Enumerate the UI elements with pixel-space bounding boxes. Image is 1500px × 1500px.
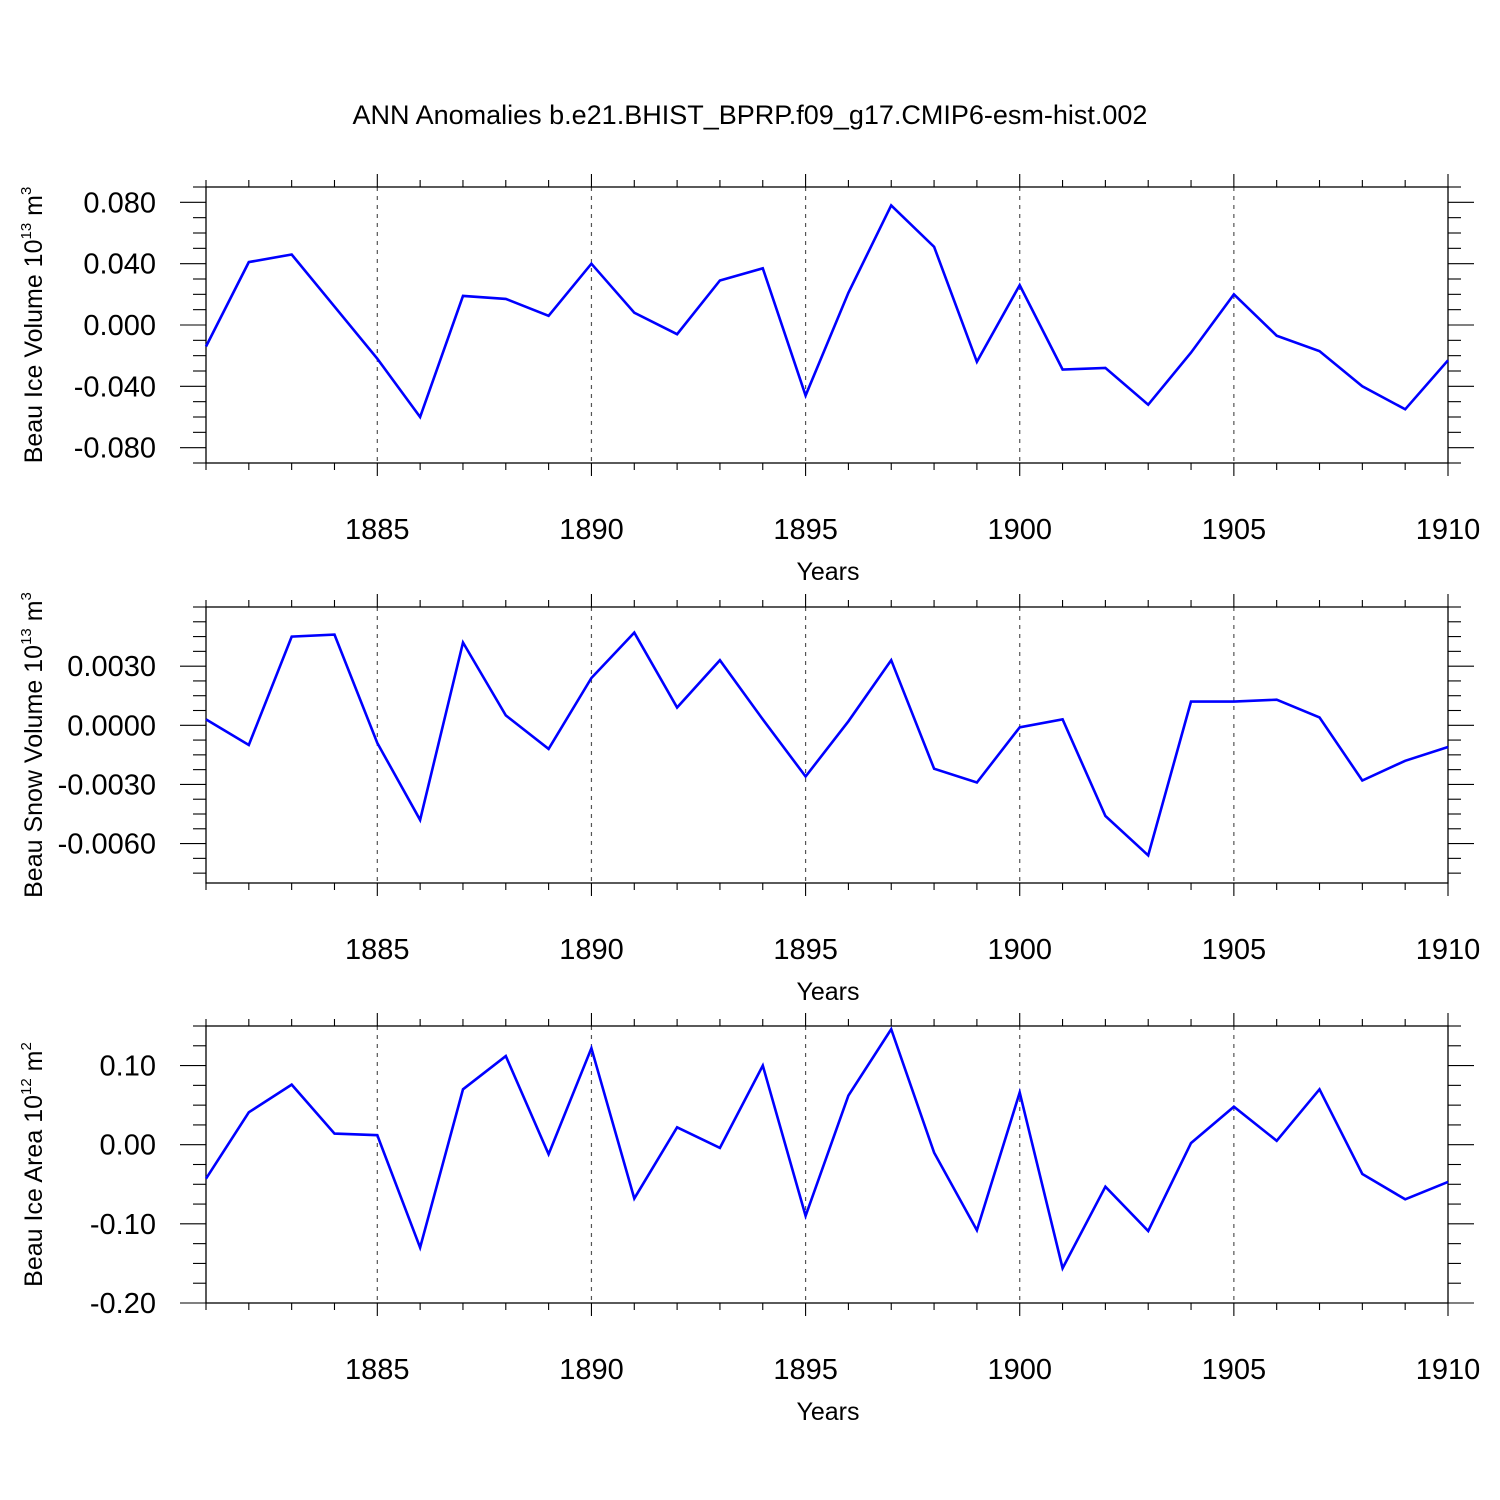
y-tick-label: 0.00 [100,1130,156,1162]
y-axis-label-text: m [20,600,48,628]
x-axis-label: Years [796,1398,859,1426]
y-tick-label: -0.080 [74,433,156,465]
y-axis-label: Beau Ice Volume 1013 m3 [18,187,48,464]
y-axis-label: Beau Snow Volume 1013 m3 [18,592,48,898]
x-tick-label: 1905 [1202,1354,1267,1386]
x-axis-label: Years [796,558,859,586]
y-axis-label-superscript: 12 [18,1078,35,1095]
x-tick-label: 1885 [345,514,410,546]
x-tick-label: 1910 [1416,934,1481,966]
x-tick-label: 1895 [773,1354,838,1386]
x-tick-label: 1890 [559,514,624,546]
y-axis-label-superscript: 13 [18,223,35,240]
plot-frame [205,606,1449,884]
x-tick-label: 1885 [345,1354,410,1386]
y-axis-label-text: Beau Snow Volume 10 [20,645,48,898]
x-tick-label: 1890 [559,1354,624,1386]
y-axis-label-superscript: 2 [18,1042,35,1050]
y-tick-label: 0.080 [83,187,156,219]
x-tick-label: 1900 [987,514,1052,546]
y-axis-label: Beau Ice Area 1012 m2 [18,1042,48,1287]
y-tick-label: -0.10 [90,1209,156,1241]
plot-frame [205,186,1449,464]
y-tick-label: 0.0000 [67,710,156,742]
y-tick-label: 0.000 [83,310,156,342]
x-tick-label: 1900 [987,1354,1052,1386]
y-tick-label: -0.040 [74,371,156,403]
series-line [204,1026,1449,1272]
y-axis-label-superscript: 3 [18,187,35,195]
y-axis-label-text: Beau Ice Volume 10 [20,240,48,464]
y-tick-label: 0.040 [83,249,156,281]
y-tick-label: -0.20 [90,1288,156,1320]
series-line [204,203,1449,420]
x-tick-label: 1905 [1202,934,1267,966]
x-tick-label: 1905 [1202,514,1267,546]
x-tick-label: 1890 [559,934,624,966]
y-axis-label-superscript: 3 [18,592,35,600]
y-tick-label: -0.0060 [58,829,156,861]
y-axis-label-text: m [20,195,48,223]
x-axis-label: Years [796,978,859,1006]
y-tick-label: 0.10 [100,1051,156,1083]
y-tick-label: 0.0030 [67,651,156,683]
plot-frame [205,1025,1449,1304]
chart-title: ANN Anomalies b.e21.BHIST_BPRP.f09_g17.C… [353,100,1148,130]
panel-1: 1885 1890 1895 1900 1905 1910 0.080 0.040 0.000 -… [18,174,1480,586]
y-tick-label: -0.0030 [58,769,156,801]
x-tick-label: 1895 [773,934,838,966]
y-axis-label-text: m [20,1051,48,1079]
x-tick-label: 1900 [987,934,1052,966]
x-tick-label: 1910 [1416,514,1481,546]
x-tick-label: 1910 [1416,1354,1481,1386]
series-line [205,630,1449,858]
x-tick-label: 1885 [345,934,410,966]
panel-2: 1885 1890 1895 1900 1905 1910 0.0030 0.0000 -0.0… [18,592,1480,1006]
y-axis-label-superscript: 13 [18,628,35,645]
y-axis-label-text: Beau Ice Area 10 [20,1095,48,1287]
x-tick-label: 1895 [773,514,838,546]
panel-3: 1885 1890 1895 1900 1905 1910 0.10 0.00 -0.10 -0.… [18,1013,1480,1426]
panels: 1885 1890 1895 1900 1905 1910 0.080 0.040 0.000 -… [18,174,1480,1426]
